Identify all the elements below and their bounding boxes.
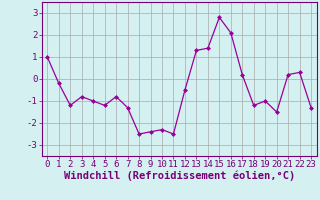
X-axis label: Windchill (Refroidissement éolien,°C): Windchill (Refroidissement éolien,°C): [64, 171, 295, 181]
